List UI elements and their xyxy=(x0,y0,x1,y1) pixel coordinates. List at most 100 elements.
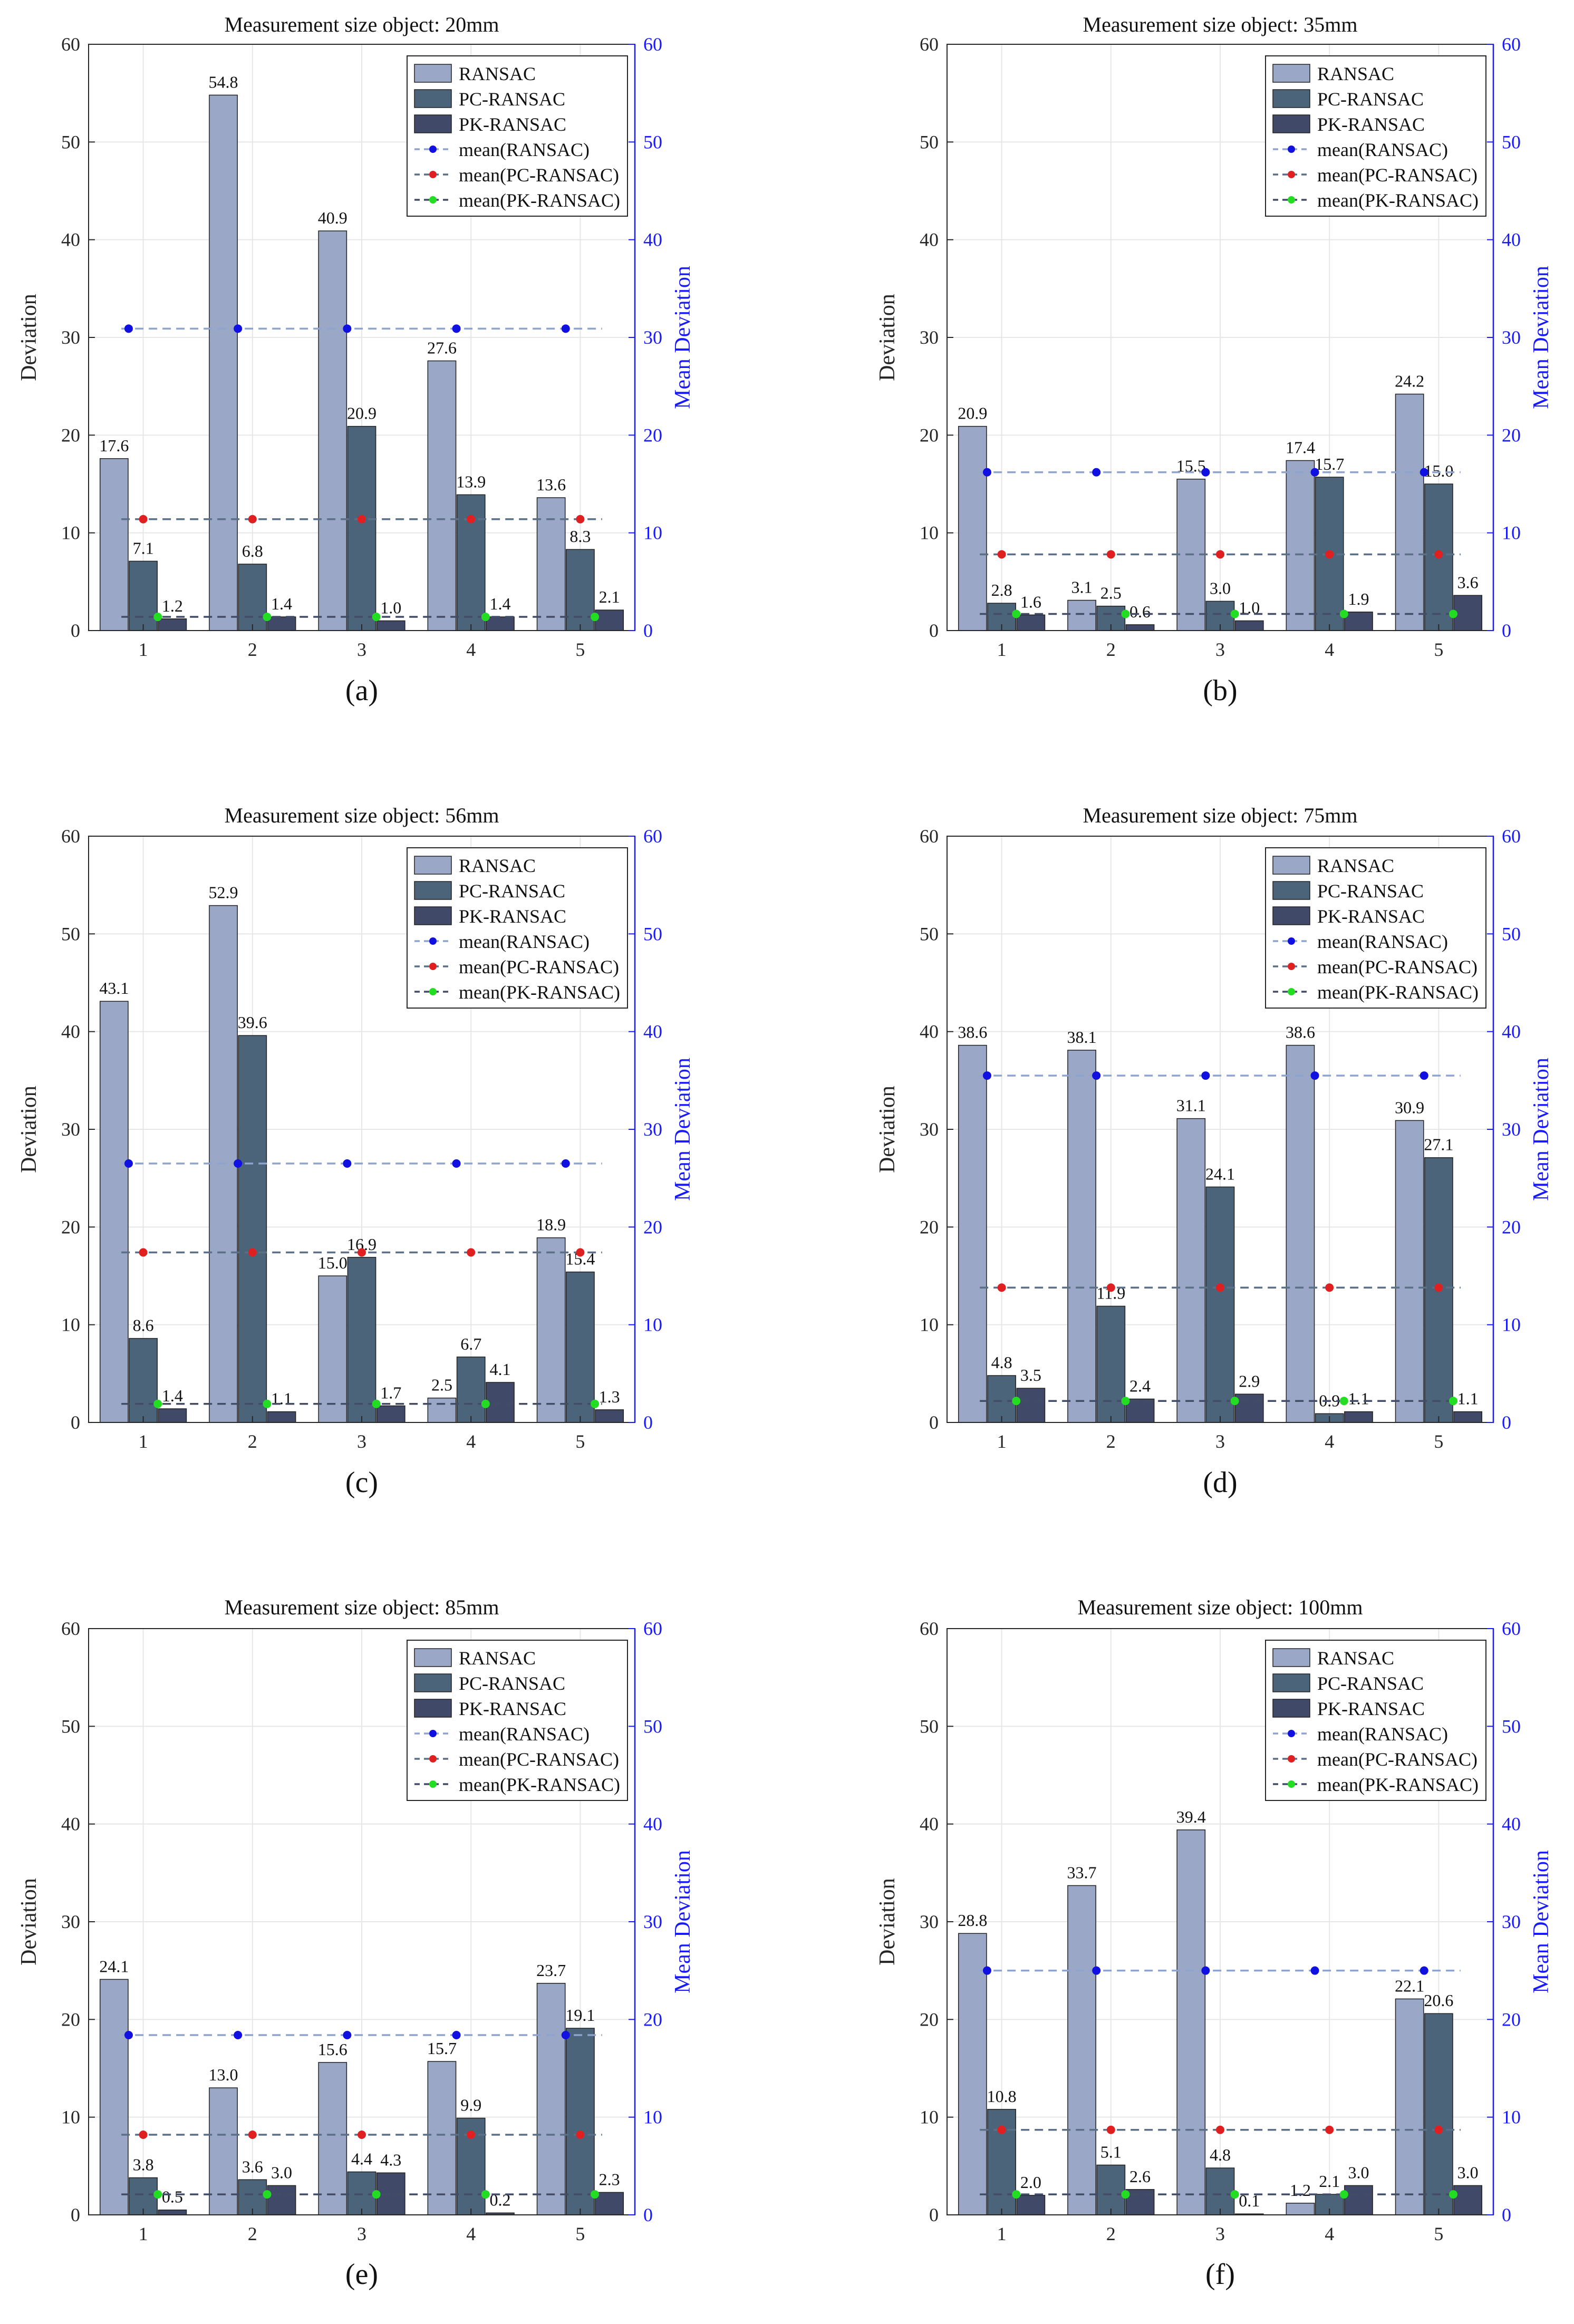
mean-point-0 xyxy=(1201,1966,1210,1975)
mean-point-2 xyxy=(1012,2190,1021,2199)
y-right-tick-label: 60 xyxy=(1502,826,1521,847)
data-label: 3.0 xyxy=(1210,578,1231,597)
legend-mean-entry-0: mean(RANSAC) xyxy=(459,931,590,952)
mean-point-2 xyxy=(1449,609,1458,618)
data-label: 3.0 xyxy=(1457,2163,1479,2182)
data-label: 38.1 xyxy=(1067,1028,1097,1047)
y-right-axis-label: Mean Deviation xyxy=(1529,1850,1553,1993)
bar-pc-ransac-5 xyxy=(1424,2013,1453,2215)
chart-title: Measurement size object: 35mm xyxy=(1083,13,1358,36)
mean-point-1 xyxy=(1325,1283,1334,1292)
panel-label: (c) xyxy=(345,1466,378,1499)
legend-swatch-2 xyxy=(414,906,452,925)
legend-swatch-2 xyxy=(1272,114,1310,133)
bar-ransac-4 xyxy=(427,360,457,631)
legend-mean-dot-2 xyxy=(1288,1780,1295,1788)
y-tick-label: 40 xyxy=(920,1814,939,1835)
y-axis-label: Deviation xyxy=(17,1086,41,1173)
y-right-tick-label: 30 xyxy=(643,327,662,348)
data-label: 15.0 xyxy=(1424,461,1453,480)
bar-ransac-3 xyxy=(1176,1118,1206,1423)
x-tick-label: 5 xyxy=(1434,1431,1443,1452)
y-tick-label: 60 xyxy=(61,826,80,847)
mean-point-0 xyxy=(124,324,133,333)
legend-mean-dot-2 xyxy=(429,1780,437,1788)
y-axis-label: Deviation xyxy=(875,1878,900,1965)
bar-pk-ransac-2 xyxy=(267,2185,296,2215)
legend-mean-dot-2 xyxy=(429,988,437,995)
mean-point-1 xyxy=(997,1283,1006,1292)
data-label: 23.7 xyxy=(536,1961,566,1980)
y-right-tick-label: 0 xyxy=(643,620,653,641)
data-label: 3.8 xyxy=(133,2155,154,2174)
data-label: 1.7 xyxy=(380,1383,401,1402)
data-label: 7.1 xyxy=(133,538,154,557)
y-tick-label: 50 xyxy=(920,1716,939,1737)
bar-pk-ransac-2 xyxy=(267,616,296,631)
mean-point-2 xyxy=(153,613,162,622)
mean-point-0 xyxy=(234,2030,243,2039)
y-tick-label: 0 xyxy=(71,2204,80,2225)
x-tick-label: 3 xyxy=(1215,2223,1225,2244)
y-right-tick-label: 10 xyxy=(643,522,662,544)
y-tick-label: 0 xyxy=(929,2204,939,2225)
bar-pk-ransac-4 xyxy=(1344,1411,1373,1423)
mean-point-0 xyxy=(982,468,991,477)
data-label: 2.8 xyxy=(991,580,1012,599)
y-tick-label: 10 xyxy=(920,1314,939,1335)
mean-point-2 xyxy=(591,2190,600,2199)
chart-title: Measurement size object: 85mm xyxy=(225,1595,499,1619)
x-tick-label: 2 xyxy=(248,2223,257,2244)
mean-point-0 xyxy=(1092,1966,1101,1975)
mean-point-2 xyxy=(1121,1397,1130,1406)
mean-point-0 xyxy=(561,2030,570,2039)
bar-ransac-4 xyxy=(427,1397,457,1423)
legend-swatch-0 xyxy=(1272,64,1310,83)
legend-swatch-0 xyxy=(1272,1648,1310,1667)
data-label: 9.9 xyxy=(460,2096,481,2115)
y-tick-label: 30 xyxy=(61,1119,80,1140)
bar-pc-ransac-1 xyxy=(129,1338,158,1423)
x-tick-label: 3 xyxy=(357,1431,366,1452)
y-right-tick-label: 40 xyxy=(1502,1021,1521,1042)
bar-pk-ransac-5 xyxy=(595,609,624,631)
chart-title: Measurement size object: 100mm xyxy=(1078,1595,1363,1619)
data-label: 20.9 xyxy=(958,404,987,423)
y-right-tick-label: 60 xyxy=(1502,1618,1521,1639)
x-tick-label: 2 xyxy=(248,1431,257,1452)
mean-point-1 xyxy=(1216,550,1224,559)
bar-ransac-1 xyxy=(958,1933,987,2215)
mean-point-2 xyxy=(263,2190,272,2199)
legend-entry-2: PK-RANSAC xyxy=(1317,906,1425,927)
mean-point-0 xyxy=(1310,1966,1319,1975)
y-tick-label: 20 xyxy=(920,424,939,446)
y-tick-label: 50 xyxy=(61,1716,80,1737)
x-tick-label: 5 xyxy=(1434,639,1443,660)
mean-point-2 xyxy=(1121,2190,1130,2199)
bar-ransac-2 xyxy=(209,94,238,631)
panel-label: (e) xyxy=(345,2258,378,2291)
bar-pk-ransac-5 xyxy=(595,2192,624,2215)
data-label: 0.6 xyxy=(1129,602,1151,621)
x-tick-label: 3 xyxy=(357,639,366,660)
mean-point-0 xyxy=(124,1159,133,1168)
bar-pk-ransac-2 xyxy=(267,1411,296,1423)
data-label: 10.8 xyxy=(987,2087,1017,2106)
bar-pc-ransac-3 xyxy=(1205,1186,1235,1423)
legend-mean-entry-0: mean(RANSAC) xyxy=(1317,931,1448,952)
y-tick-label: 60 xyxy=(920,1618,939,1639)
data-label: 4.8 xyxy=(1210,2145,1231,2164)
y-right-tick-label: 40 xyxy=(1502,1814,1521,1835)
bar-pc-ransac-5 xyxy=(566,549,595,631)
data-label: 52.9 xyxy=(209,883,238,902)
y-tick-label: 0 xyxy=(71,1412,80,1433)
x-tick-label: 2 xyxy=(1106,639,1116,660)
data-label: 3.0 xyxy=(1348,2163,1369,2182)
legend-entry-2: PK-RANSAC xyxy=(459,114,566,135)
mean-point-2 xyxy=(591,1399,600,1408)
legend-mean-entry-1: mean(PC-RANSAC) xyxy=(1317,956,1478,977)
y-right-tick-label: 10 xyxy=(643,1314,662,1335)
mean-point-2 xyxy=(153,2190,162,2199)
bar-pc-ransac-3 xyxy=(347,1257,376,1423)
x-tick-label: 1 xyxy=(997,639,1007,660)
